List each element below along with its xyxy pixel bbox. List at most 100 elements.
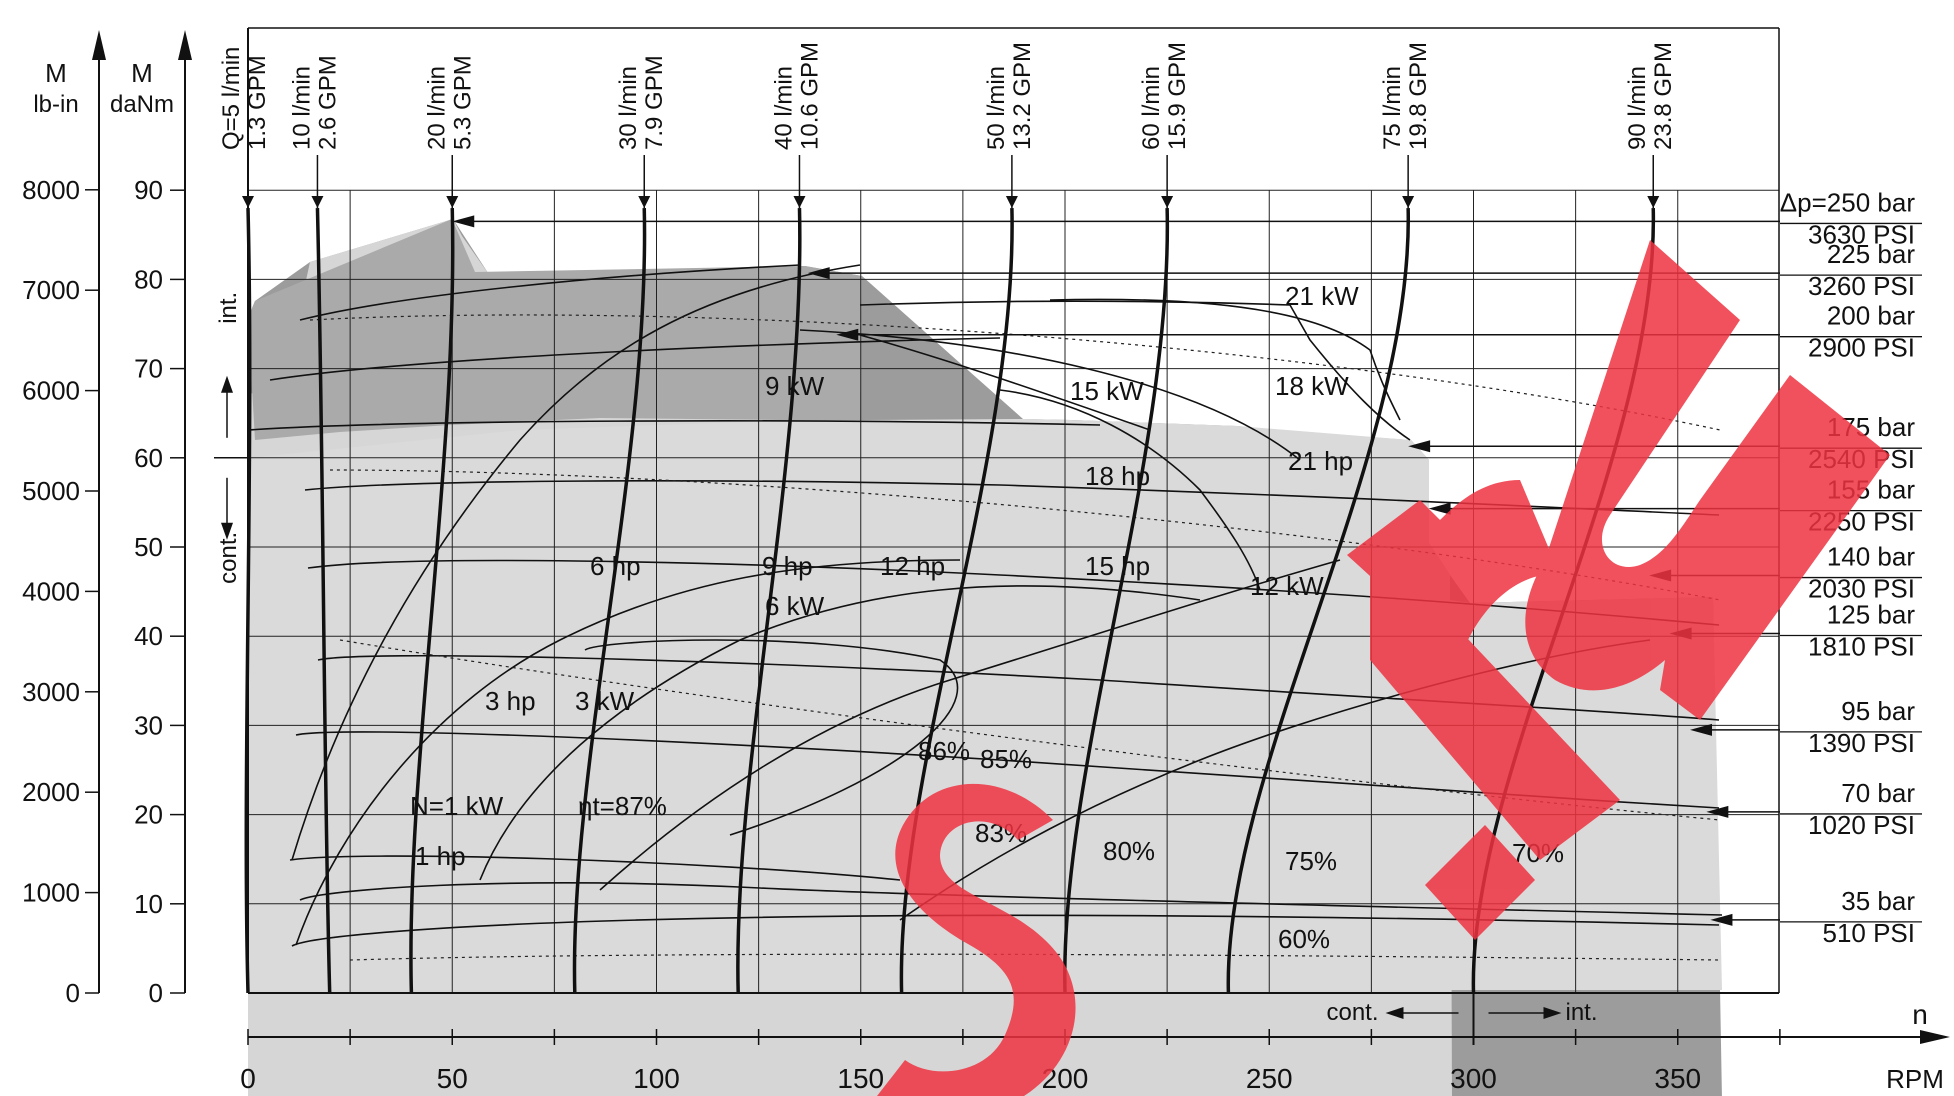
x-tick-label: 0 (240, 1063, 256, 1094)
cont-torque-label: cont. (215, 532, 242, 584)
performance-curve (269, 337, 1001, 381)
flow-label-lpm: 30 l/min (615, 66, 642, 150)
cont-speed-arrowhead (1385, 1007, 1404, 1019)
efficiency-label: 60% (1278, 924, 1330, 954)
flow-line-label: 30 l/min 7.9 GPM (615, 55, 668, 150)
power-label: 12 kW (1250, 571, 1324, 601)
pressure-label-psi: 3630 PSI (1808, 219, 1915, 249)
grid (247, 27, 1780, 994)
int-speed-arrowhead (1543, 1007, 1562, 1019)
flow-label-gpm: 23.8 GPM (1650, 42, 1677, 150)
efficiency-label: 86% (918, 736, 970, 766)
x-tick-label: 350 (1654, 1063, 1701, 1094)
performance-curve (899, 639, 1651, 921)
power-label: 18 hp (1085, 461, 1150, 491)
power-label: 18 kW (1275, 371, 1349, 401)
y-tick-label-lbin: 2000 (22, 777, 80, 807)
y-tick-label-daNm: 30 (134, 710, 163, 740)
flow-label-lpm: 75 l/min (1379, 66, 1406, 150)
power-label: 6 hp (590, 551, 641, 581)
cont-torque-arrowhead (221, 522, 233, 540)
pressure-label-bar: 95 bar (1841, 696, 1915, 726)
flow-line (1226, 207, 1410, 994)
efficiency-label: 80% (1103, 836, 1155, 866)
flow-line-arrow (793, 196, 806, 209)
flow-line-label: 40 l/min 10.6 GPM (770, 42, 823, 150)
flow-label-lpm: 60 l/min (1138, 66, 1165, 150)
flow-label-gpm: 10.6 GPM (796, 42, 823, 150)
cont-speed-text: cont. (1326, 999, 1378, 1026)
y-tick-label-daNm: 40 (134, 621, 163, 651)
flow-line-arrow (446, 196, 459, 209)
flow-line-label: 90 l/min 23.8 GPM (1624, 42, 1677, 150)
x-tick-label: 300 (1450, 1063, 1497, 1094)
performance-curve (307, 559, 1720, 626)
flow-label-gpm: 7.9 GPM (641, 55, 668, 150)
flow-label-gpm: 13.2 GPM (1009, 42, 1036, 150)
flow-line-arrow (242, 196, 254, 209)
watermark-dot (1425, 825, 1535, 940)
watermark-letter-s2 (1370, 560, 1620, 860)
performance-curve (317, 654, 1720, 721)
y-tick-label-lbin: 6000 (22, 376, 80, 406)
power-label: 15 kW (1070, 376, 1144, 406)
flow-line-label: Q=5 l/min 1.3 GPM (218, 47, 271, 150)
flow-label-gpm: 1.3 GPM (244, 55, 271, 150)
performance-curve-dotted (309, 314, 1721, 431)
performance-curve (599, 559, 1341, 891)
pressure-label-bar: 35 bar (1841, 886, 1915, 916)
y-tick-label-lbin: 3000 (22, 677, 80, 707)
x-tick-label: 50 (437, 1063, 468, 1094)
performance-curve (799, 329, 1301, 461)
y-tick-label-daNm: 60 (134, 443, 163, 473)
power-label: 6 kW (765, 591, 825, 621)
flow-line-arrow (1161, 196, 1174, 209)
flow-label-lpm: 40 l/min (770, 66, 797, 150)
cont-torque-text: cont. (215, 532, 242, 584)
y-axis-daNm-title: M (131, 58, 153, 88)
y-tick-label-daNm: 90 (134, 175, 163, 205)
pressure-label-bar: Δp=250 bar (1780, 187, 1916, 217)
y-tick-label-lbin: 4000 (22, 576, 80, 606)
flow-line-label: 20 l/min 5.3 GPM (423, 55, 476, 150)
power-label: N=1 kW (410, 791, 504, 821)
int-speed-text: int. (1566, 999, 1598, 1026)
flow-line-arrow (1005, 196, 1018, 209)
x-axis-unit: RPM (1886, 1064, 1944, 1094)
flow-line (572, 207, 647, 994)
pressure-label-psi: 1020 PSI (1808, 810, 1915, 840)
intermittent-upper-band (248, 219, 862, 440)
pressure-label-bar: 70 bar (1841, 778, 1915, 808)
flow-label-gpm: 5.3 GPM (449, 55, 476, 150)
y-tick-label-lbin: 1000 (22, 878, 80, 908)
performance-curve (859, 300, 1411, 441)
pressure-label-psi: 2030 PSI (1808, 574, 1915, 604)
flow-line (409, 207, 455, 994)
pressure-line-arrow (836, 328, 859, 341)
flow-line (899, 207, 1014, 994)
pressure-label-psi: 510 PSI (1822, 918, 1915, 948)
axes: 0102030405060708090010002000300040005000… (22, 30, 1950, 1094)
pressure-label-psi: 1810 PSI (1808, 632, 1915, 662)
flow-label-gpm: 19.8 GPM (1405, 42, 1432, 150)
performance-curve (299, 882, 1723, 916)
pressure-line-arrow (1706, 805, 1729, 818)
y-axis-lbin-unit: lb-in (33, 91, 78, 118)
pressure-line-arrow (807, 267, 830, 280)
y-tick-label-daNm: 70 (134, 354, 163, 384)
flow-line-arrow (311, 196, 324, 209)
flow-label-lpm: 10 l/min (288, 66, 315, 150)
flow-label-lpm: 20 l/min (423, 66, 450, 150)
y-tick-label-lbin: 0 (66, 978, 80, 1008)
power-label: 12 hp (880, 551, 945, 581)
y-tick-label-lbin: 7000 (22, 275, 80, 305)
y-tick-label-daNm: 20 (134, 800, 163, 830)
int-torque-arrowhead (221, 375, 233, 393)
power-label: 1 hp (415, 841, 466, 871)
pressure-label-bar: 200 bar (1827, 301, 1916, 331)
int-torque-label: int. (215, 292, 242, 324)
flow-line-label: 60 l/min 15.9 GPM (1138, 42, 1191, 150)
performance-curve (584, 639, 959, 836)
efficiency-label: 75% (1285, 846, 1337, 876)
